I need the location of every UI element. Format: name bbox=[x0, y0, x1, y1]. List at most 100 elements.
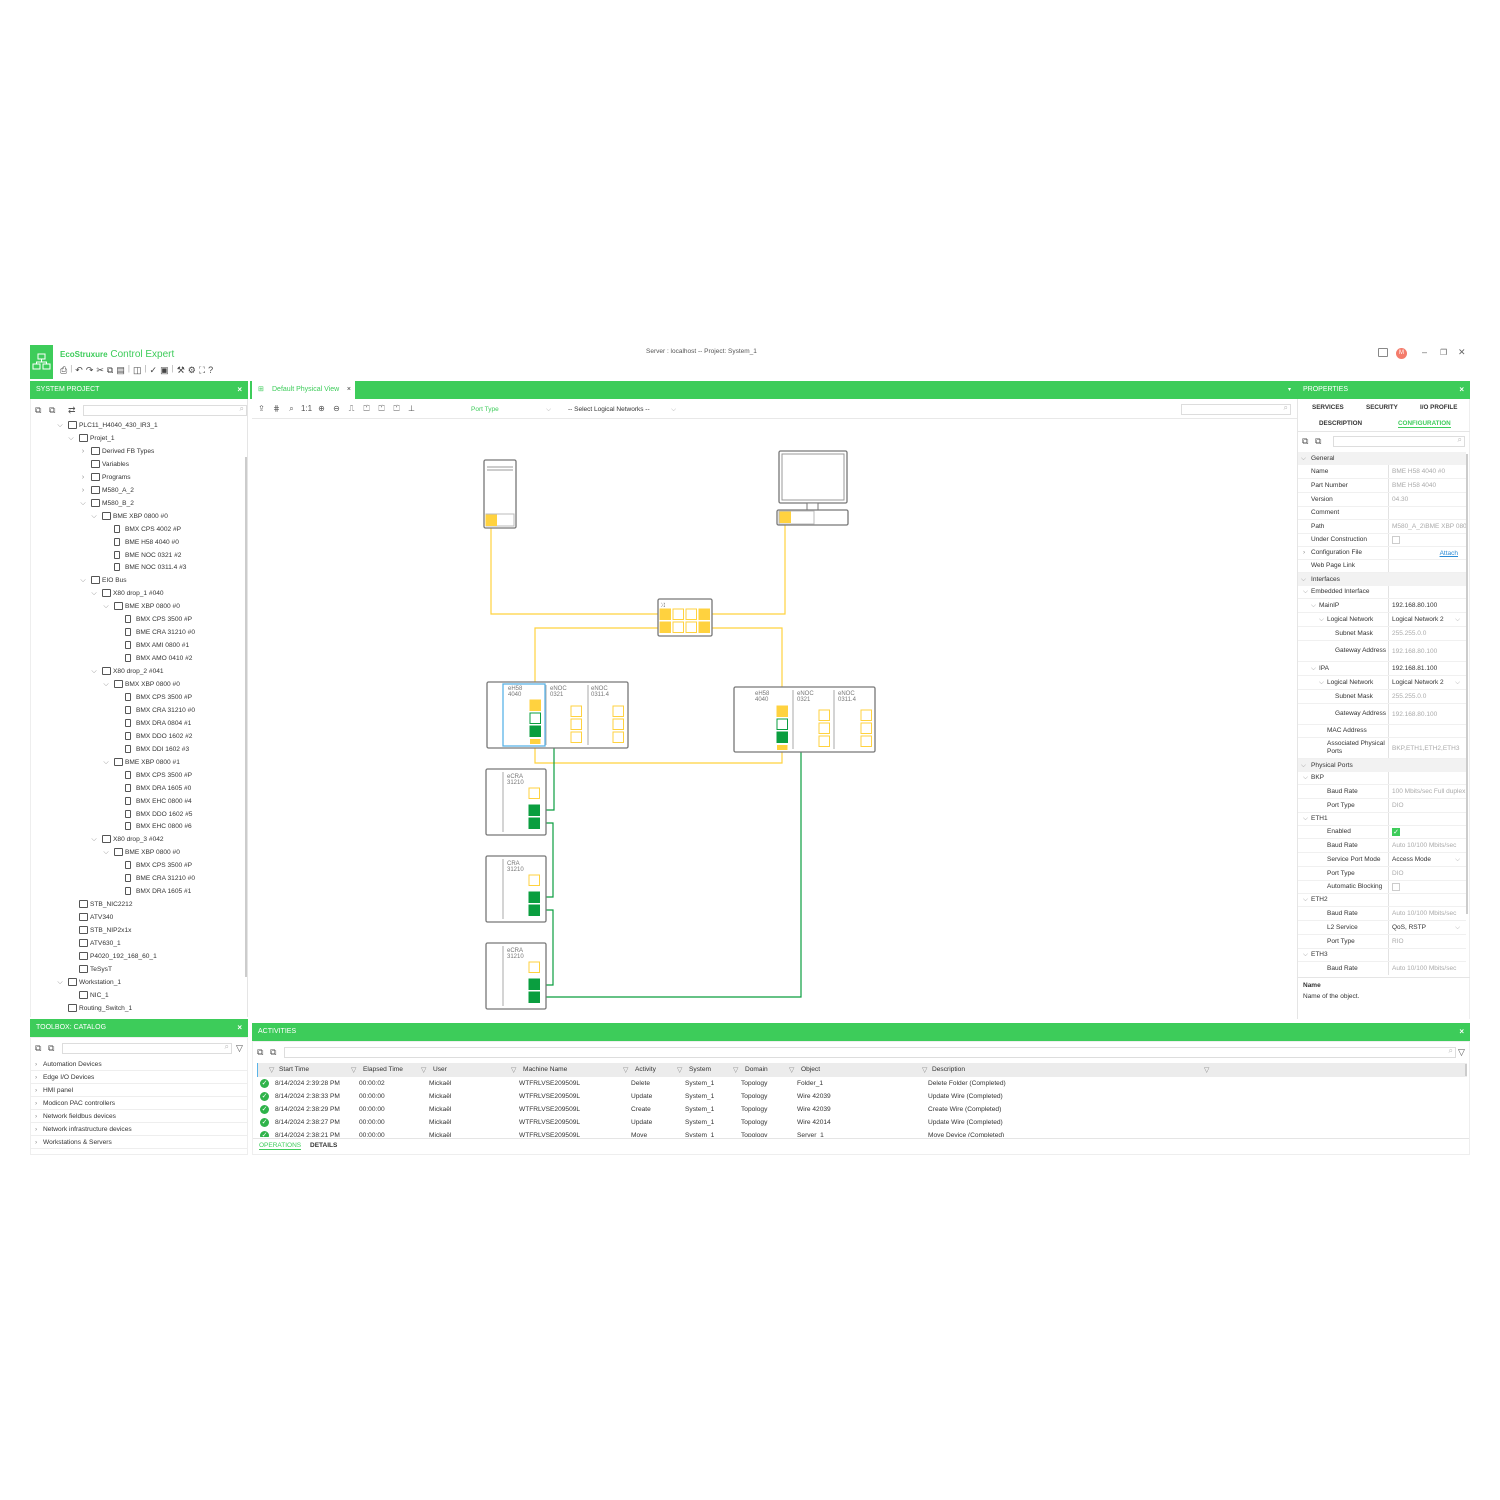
restore-button[interactable]: ❐ bbox=[1440, 348, 1448, 357]
help-icon[interactable]: ? bbox=[208, 365, 214, 375]
export-icon[interactable]: ⇪ bbox=[258, 404, 265, 413]
tree-item[interactable]: BMX EHC 0800 #4 bbox=[30, 795, 242, 808]
property-dropdown[interactable]: Logical Network 2 bbox=[1392, 616, 1444, 623]
cra-rio-port[interactable] bbox=[528, 891, 540, 903]
tree-item[interactable]: BMX DRA 0804 #1 bbox=[30, 717, 242, 730]
expand-all-icon[interactable]: ⧉ bbox=[270, 1047, 277, 1057]
tree-item[interactable]: Variables bbox=[30, 458, 242, 471]
tab-i-o-profile[interactable]: I/O PROFILE bbox=[1420, 404, 1458, 411]
tree-item[interactable]: BMX CPS 3500 #P bbox=[30, 769, 242, 782]
tree-item[interactable]: › Programs bbox=[30, 471, 242, 484]
tree-item[interactable]: TeSysT bbox=[30, 963, 242, 976]
filter-icon[interactable]: ▽ bbox=[623, 1067, 629, 1074]
grid-icon[interactable]: ⋕ bbox=[273, 404, 280, 413]
physical-view-canvas[interactable]: ⤨ eH58 4040 eNOC 0321 eNOC 0311.4 eH58 4040 eNOC 0… bbox=[252, 420, 1297, 1018]
tab-services[interactable]: SERVICES bbox=[1312, 404, 1344, 411]
tree-item[interactable]: BMX AMO 0410 #2 bbox=[30, 652, 242, 665]
chevron-down-icon[interactable]: ⌵ bbox=[1303, 815, 1308, 822]
property-checkbox[interactable]: ✓ bbox=[1392, 828, 1400, 836]
tree-item[interactable]: ⌵ BME XBP 0800 #0 bbox=[30, 510, 242, 523]
chevron-right-icon[interactable]: › bbox=[81, 486, 85, 494]
chevron-down-icon[interactable]: ⌵ bbox=[103, 758, 109, 766]
eh58-rio-port[interactable] bbox=[776, 731, 788, 743]
enoc-port[interactable] bbox=[818, 709, 830, 721]
chevron-down-icon[interactable]: ⌵ bbox=[91, 836, 97, 844]
tree-scrollbar[interactable] bbox=[245, 457, 247, 977]
tree-item[interactable]: BMX DDI 1602 #3 bbox=[30, 743, 242, 756]
port-type-select[interactable]: Port Type ⌵ bbox=[471, 406, 551, 413]
chevron-down-icon[interactable]: ⌵ bbox=[57, 422, 63, 429]
tree-item[interactable]: ⌵ Projet_1 bbox=[30, 432, 242, 445]
selected-module-highlight[interactable] bbox=[502, 683, 546, 747]
enoc-port[interactable] bbox=[860, 709, 872, 721]
chevron-right-icon[interactable]: › bbox=[1303, 549, 1306, 556]
collapse-all-icon[interactable]: ⧉ bbox=[1302, 436, 1309, 446]
tree-item[interactable]: P4020_192_168_60_1 bbox=[30, 950, 242, 963]
tree-item[interactable]: ⌵ BMX XBP 0800 #0 bbox=[30, 678, 242, 691]
tree-item[interactable]: BMX DRA 1605 #0 bbox=[30, 782, 242, 795]
zoom-out-icon[interactable]: ⊖ bbox=[333, 404, 340, 413]
enoc-port[interactable] bbox=[612, 731, 624, 743]
chevron-down-icon[interactable]: ⌵ bbox=[57, 978, 63, 986]
chevron-down-icon[interactable]: ⌵ bbox=[80, 577, 86, 585]
workstation-ethernet-port[interactable] bbox=[779, 511, 791, 523]
minimize-button[interactable]: – bbox=[1422, 347, 1428, 357]
undo-icon[interactable]: ↶ bbox=[75, 365, 83, 375]
expand-all-icon[interactable]: ⧉ bbox=[1315, 436, 1322, 446]
tree-item[interactable]: Routing_Switch_1 bbox=[30, 1002, 242, 1015]
property-checkbox[interactable] bbox=[1392, 883, 1400, 891]
activities-search-input[interactable]: ⌕ bbox=[284, 1046, 1456, 1058]
tree-item[interactable]: BMX DDO 1602 #5 bbox=[30, 808, 242, 821]
eh58-rio-port[interactable] bbox=[776, 718, 788, 730]
tree-item[interactable]: ATV630_1 bbox=[30, 937, 242, 950]
eh58-rio-port[interactable] bbox=[529, 725, 541, 737]
properties-scrollbar[interactable] bbox=[1466, 454, 1468, 914]
copy-icon[interactable]: ⧉ bbox=[106, 365, 114, 375]
tree-item[interactable]: BMX EHC 0800 #6 bbox=[30, 820, 242, 833]
cut-icon[interactable]: ✂ bbox=[96, 365, 104, 375]
property-dropdown[interactable]: Access Mode bbox=[1392, 856, 1432, 863]
tree-item[interactable]: STB_NIP2x1x bbox=[30, 924, 242, 937]
property-section[interactable]: ⌵ Interfaces bbox=[1298, 573, 1466, 586]
enoc-port[interactable] bbox=[818, 722, 830, 734]
chevron-down-icon[interactable]: ⌵ bbox=[103, 681, 109, 688]
property-section[interactable]: ⌵ General bbox=[1298, 452, 1466, 465]
project-search-input[interactable]: ⌕ bbox=[83, 404, 247, 416]
chevron-down-icon[interactable]: ⌵ bbox=[91, 512, 97, 520]
cra-rio-port[interactable] bbox=[528, 804, 540, 816]
close-icon[interactable]: × bbox=[237, 1023, 242, 1032]
cra-ethernet-port[interactable] bbox=[528, 961, 540, 973]
chevron-down-icon[interactable]: ⌵ bbox=[1319, 615, 1324, 623]
filter-icon[interactable]: ▽ bbox=[421, 1067, 427, 1074]
catalog-item[interactable]: › Automation Devices bbox=[30, 1058, 248, 1071]
column-header[interactable]: Object bbox=[801, 1066, 821, 1073]
column-header[interactable]: Elapsed Time bbox=[363, 1066, 403, 1073]
tab-details[interactable]: DETAILS bbox=[310, 1142, 338, 1149]
chat-icon[interactable] bbox=[1378, 348, 1388, 357]
switch-port[interactable] bbox=[672, 608, 684, 620]
cra-rio-port[interactable] bbox=[528, 904, 540, 916]
column-header[interactable]: Description bbox=[932, 1066, 965, 1073]
close-icon[interactable]: × bbox=[1459, 1027, 1464, 1036]
fullscreen-icon[interactable]: ⛶ bbox=[198, 365, 206, 375]
eh58-rio-port[interactable] bbox=[529, 712, 541, 724]
filter-icon[interactable]: ▽ bbox=[677, 1067, 683, 1074]
build-icon[interactable]: ▣ bbox=[160, 365, 169, 375]
tree-item[interactable]: NIC_1 bbox=[30, 989, 242, 1002]
column-header[interactable]: Start Time bbox=[279, 1066, 310, 1073]
table-row[interactable]: ✓ 8/14/2024 2:38:21 PM 00:00:00 Mickaël WTFR… bbox=[256, 1129, 1466, 1137]
align-bottom-icon[interactable]: ⏍ bbox=[393, 404, 400, 413]
enoc-port[interactable] bbox=[612, 718, 624, 730]
tools-icon[interactable]: ⚒ bbox=[176, 365, 185, 375]
diagram-search-input[interactable]: ⌕ bbox=[1181, 403, 1291, 415]
cra-ethernet-port[interactable] bbox=[528, 874, 540, 886]
chevron-down-icon[interactable]: ⌵ bbox=[1303, 774, 1308, 781]
table-row[interactable]: ✓ 8/14/2024 2:38:29 PM 00:00:00 Mickaël WTFR… bbox=[256, 1103, 1466, 1116]
tree-item[interactable]: › Derived FB Types bbox=[30, 445, 242, 458]
close-icon[interactable]: × bbox=[237, 385, 242, 394]
tree-item[interactable]: ⌵ Workstation_1 bbox=[30, 976, 242, 989]
catalog-item[interactable]: › Network fieldbus devices bbox=[30, 1110, 248, 1123]
tree-item[interactable]: ⌵ BME XBP 0800 #0 bbox=[30, 846, 242, 859]
switch-port[interactable] bbox=[672, 621, 684, 633]
